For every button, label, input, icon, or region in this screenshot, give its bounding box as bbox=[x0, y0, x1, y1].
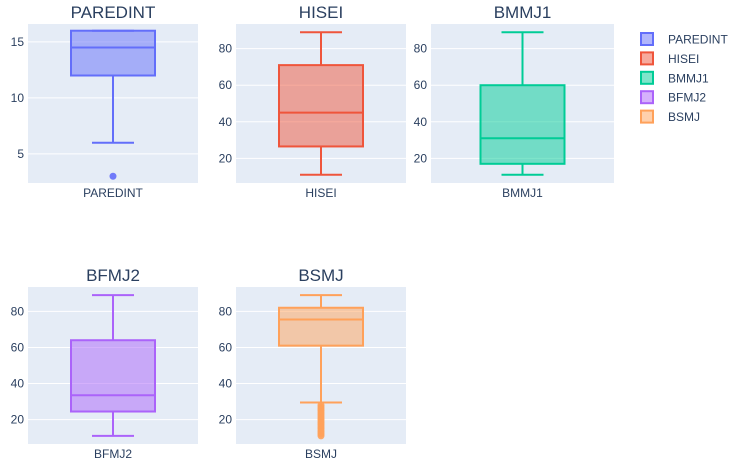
legend-item-paredint: PAREDINT bbox=[640, 32, 728, 47]
legend: PAREDINT HISEI BMMJ1 BFMJ2 BSMJ bbox=[640, 32, 728, 124]
legend-swatch bbox=[640, 51, 654, 66]
legend-item-bsmj: BSMJ bbox=[640, 109, 700, 124]
subplot-title: HISEI bbox=[299, 3, 343, 22]
iqr-box bbox=[278, 306, 364, 347]
y-tick-label: 60 bbox=[219, 78, 233, 92]
x-tick-label: PAREDINT bbox=[83, 186, 143, 200]
subplot-bfmj2: 20 40 60 80 BFMJ2 BFMJ2 bbox=[11, 266, 198, 461]
iqr-box bbox=[479, 84, 566, 165]
y-tick-label: 40 bbox=[219, 377, 233, 391]
y-tick-label: 60 bbox=[414, 78, 428, 92]
y-tick-label: 40 bbox=[11, 377, 25, 391]
x-tick-label: BSMJ bbox=[305, 447, 337, 461]
y-tick-label: 40 bbox=[414, 115, 428, 129]
y-tick-label: 10 bbox=[11, 91, 25, 105]
subplot-title: BFMJ2 bbox=[86, 266, 140, 285]
legend-swatch bbox=[640, 109, 654, 124]
legend-item-bmmj1: BMMJ1 bbox=[640, 70, 709, 85]
x-tick-label: BFMJ2 bbox=[94, 447, 132, 461]
y-tick-label: 80 bbox=[219, 304, 233, 318]
y-tick-label: 60 bbox=[11, 340, 25, 354]
legend-label: PAREDINT bbox=[668, 33, 728, 47]
outlier-point bbox=[317, 401, 325, 409]
subplot-bsmj: 20 40 60 80 BSMJ BSMJ bbox=[219, 266, 406, 461]
subplot-title: BMMJ1 bbox=[494, 3, 552, 22]
y-tick-label: 20 bbox=[414, 151, 428, 165]
iqr-box bbox=[70, 339, 156, 413]
subplot-paredint: 5 10 15 PAREDINT PAREDINT bbox=[11, 3, 198, 200]
y-tick-label: 80 bbox=[11, 304, 25, 318]
y-tick-label: 40 bbox=[219, 115, 233, 129]
legend-swatch bbox=[640, 32, 654, 46]
y-tick-label: 20 bbox=[219, 151, 233, 165]
outlier-point bbox=[109, 172, 117, 180]
y-tick-label: 15 bbox=[11, 35, 25, 49]
legend-item-bfmj2: BFMJ2 bbox=[640, 90, 706, 105]
legend-label: BSMJ bbox=[668, 110, 700, 124]
y-tick-label: 5 bbox=[17, 147, 24, 161]
legend-swatch bbox=[640, 90, 654, 105]
subplot-title: PAREDINT bbox=[71, 3, 156, 22]
x-tick-label: HISEI bbox=[305, 186, 336, 200]
legend-label: BFMJ2 bbox=[668, 91, 706, 105]
iqr-box bbox=[70, 29, 156, 77]
iqr-box bbox=[278, 64, 364, 148]
legend-label: HISEI bbox=[668, 52, 699, 66]
legend-swatch bbox=[640, 70, 654, 85]
y-tick-label: 80 bbox=[219, 42, 233, 56]
subplot-bmmj1: 20 40 60 80 BMMJ1 BMMJ1 bbox=[414, 3, 614, 200]
y-tick-label: 20 bbox=[219, 413, 233, 427]
y-tick-label: 80 bbox=[414, 42, 428, 56]
legend-label: BMMJ1 bbox=[668, 71, 709, 85]
subplot-hisei: 20 40 60 80 HISEI HISEI bbox=[219, 3, 406, 200]
y-tick-label: 60 bbox=[219, 340, 233, 354]
y-tick-label: 20 bbox=[11, 413, 25, 427]
x-tick-label: BMMJ1 bbox=[502, 186, 543, 200]
legend-item-hisei: HISEI bbox=[640, 51, 699, 66]
subplot-title: BSMJ bbox=[298, 266, 343, 285]
